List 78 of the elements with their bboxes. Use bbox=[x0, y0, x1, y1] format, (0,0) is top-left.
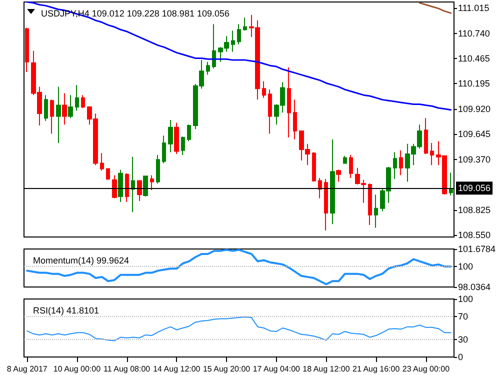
y-tick-label: 109.920 bbox=[458, 104, 491, 114]
candlestick bbox=[330, 138, 335, 225]
x-tick-label: 10 Aug 00:00 bbox=[53, 364, 102, 374]
candlestick bbox=[81, 94, 85, 108]
candlestick bbox=[324, 178, 328, 232]
y-tick-label: 0 bbox=[458, 352, 464, 362]
candlestick bbox=[237, 24, 241, 45]
candlestick bbox=[156, 154, 160, 184]
candlestick bbox=[174, 122, 179, 155]
candlestick bbox=[187, 124, 191, 142]
line-series bbox=[26, 248, 452, 286]
candlestick bbox=[25, 27, 29, 73]
candlestick bbox=[262, 80, 266, 98]
candlestick bbox=[449, 172, 453, 196]
candlestick bbox=[343, 155, 347, 164]
candlestick bbox=[287, 66, 291, 138]
candlestick bbox=[50, 99, 54, 134]
y-tick-label: 100 bbox=[458, 262, 474, 272]
candlestick bbox=[112, 174, 117, 199]
candlestick bbox=[137, 180, 142, 202]
candlestick bbox=[430, 142, 434, 166]
candlestick bbox=[168, 119, 173, 153]
candlestick bbox=[100, 152, 104, 172]
candlestick bbox=[399, 150, 403, 176]
y-tick-label: 108.825 bbox=[458, 204, 491, 215]
candlestick bbox=[318, 178, 322, 199]
candlestick bbox=[231, 30, 235, 52]
candlestick bbox=[424, 118, 428, 155]
y-tick-label: 108.550 bbox=[458, 230, 491, 240]
candlestick bbox=[143, 176, 148, 197]
candlestick bbox=[56, 86, 61, 144]
y-tick-label: 109.645 bbox=[458, 129, 491, 140]
line-series bbox=[418, 2, 452, 14]
y-tick-label: 109.370 bbox=[458, 154, 491, 165]
y-tick-label: 111.015 bbox=[458, 2, 490, 13]
candlestick bbox=[44, 94, 48, 122]
candlestick bbox=[131, 156, 135, 213]
candlestick bbox=[243, 17, 247, 32]
ref-line-label: 109.056 bbox=[458, 183, 491, 194]
candlestick bbox=[68, 94, 73, 119]
candlestick bbox=[206, 61, 210, 76]
candlestick bbox=[181, 136, 185, 156]
line-series bbox=[26, 316, 452, 342]
x-tick-label: 11 Aug 08:00 bbox=[104, 364, 151, 374]
candlestick bbox=[268, 89, 272, 134]
candlestick bbox=[212, 24, 216, 69]
candlestick bbox=[62, 92, 67, 126]
candlestick bbox=[336, 169, 341, 182]
y-tick-label: 100 bbox=[458, 294, 474, 304]
candlestick bbox=[374, 194, 378, 228]
x-tick-label: 21 Aug 16:00 bbox=[352, 364, 400, 374]
candlestick bbox=[293, 99, 297, 140]
candlestick bbox=[312, 152, 316, 182]
candlestick bbox=[125, 172, 129, 202]
y-tick-label: 101.6784 bbox=[458, 244, 496, 254]
candlestick bbox=[75, 84, 79, 112]
y-tick-label: 70 bbox=[458, 311, 468, 322]
candlestick bbox=[118, 169, 123, 202]
y-tick-label: 98.0364 bbox=[458, 282, 491, 292]
candlestick bbox=[150, 174, 154, 190]
text: Momentum(14) 99.9624 bbox=[33, 256, 130, 266]
y-tick-label: 30 bbox=[458, 334, 468, 345]
y-tick-label: 110.740 bbox=[458, 28, 490, 38]
x-tick-label: 17 Aug 04:00 bbox=[252, 364, 301, 374]
x-tick-label: 15 Aug 20:00 bbox=[202, 364, 251, 374]
line-series bbox=[26, 1, 452, 111]
text: RSI(14) 41.8101 bbox=[33, 306, 100, 316]
x-tick-label: 18 Aug 12:00 bbox=[302, 364, 350, 374]
candlestick bbox=[106, 168, 110, 180]
candlestick bbox=[368, 183, 372, 226]
x-tick-label: 8 Aug 2017 bbox=[6, 364, 48, 374]
x-tick-label: 14 Aug 12:00 bbox=[153, 364, 201, 374]
candlestick bbox=[393, 152, 397, 180]
candlestick bbox=[349, 154, 353, 179]
y-tick-label: 110.195 bbox=[458, 78, 490, 89]
y-tick-label: 110.465 bbox=[458, 54, 490, 64]
candlestick bbox=[162, 135, 166, 164]
x-tick-label: 23 Aug 00:00 bbox=[402, 364, 450, 374]
